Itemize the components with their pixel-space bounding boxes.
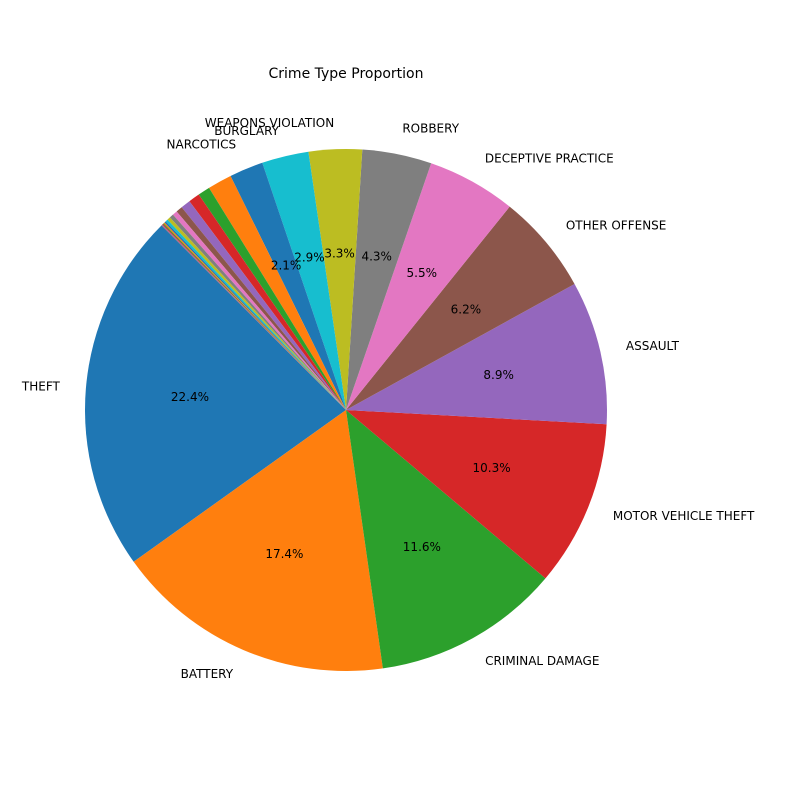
pie-slice-minor-12 [198,187,346,410]
slice-label-motor-vehicle-theft: MOTOR VEHICLE THEFT [613,509,755,523]
pie-slice-minor-21 [163,222,346,410]
pie-slice-minor-22 [162,223,346,410]
pie-slice-minor-13 [189,194,346,410]
percent-labels: 22.4% 17.4% 11.6% 10.3% 8.9% 6.2% 5.5% 4.3% 3.3%… [171,247,514,561]
pie-slice-other-offense [346,206,575,410]
pie-slice-deceptive-practice [346,163,510,410]
percent-label-narcotics: 2.1% [271,258,302,272]
percent-label-weapons-violation: 3.3% [324,247,355,261]
percent-label-robbery: 4.3% [361,249,392,263]
pie-slice-minor-16 [172,211,346,410]
pie-slice-minor-15 [176,207,346,410]
percent-label-deceptive-practice: 5.5% [407,266,438,280]
pie-slice-robbery [346,149,432,410]
pie-slice-narcotics [230,162,346,410]
pie-slices [85,149,607,671]
pie-slice-minor-19 [165,219,346,410]
percent-label-other-offense: 6.2% [451,302,482,316]
pie-slice-burglary [262,151,346,410]
slice-label-criminal-damage: CRIMINAL DAMAGE [485,654,599,668]
slice-label-robbery: ROBBERY [402,121,459,135]
pie-slice-theft [85,225,346,562]
slice-label-assault: ASSAULT [626,339,680,353]
slice-label-other-offense: OTHER OFFENSE [566,218,667,232]
pie-slice-criminal-damage [346,410,546,669]
slice-label-burglary: BURGLARY [214,124,279,138]
slice-label-narcotics: NARCOTICS [167,138,237,152]
slice-label-battery: BATTERY [181,667,234,681]
pie-slice-minor-18 [167,217,346,410]
pie-slice-weapons-violation [308,149,363,410]
percent-label-burglary: 2.9% [294,251,325,265]
pie-slice-minor-11 [209,175,346,410]
slice-label-weapons-violation: WEAPONS VIOLATION [205,116,334,130]
pie-slice-assault [346,283,607,425]
percent-label-theft: 22.4% [171,390,209,404]
pie-slice-minor-25 [161,225,346,410]
slice-labels: THEFT BATTERY CRIMINAL DAMAGE MOTOR VEHICLE… [21,116,755,681]
percent-label-motor-vehicle-theft: 10.3% [472,461,510,475]
percent-label-criminal-damage: 11.6% [403,540,441,554]
pie-slice-minor-14 [181,201,346,410]
slice-label-theft: THEFT [21,379,61,393]
pie-slice-minor-24 [161,224,346,410]
percent-label-battery: 17.4% [265,547,303,561]
pie-slice-motor-vehicle-theft [346,410,607,579]
chart-title: Crime Type Proportion [269,66,424,82]
pie-slice-minor-23 [162,224,346,410]
pie-slice-minor-17 [169,214,346,410]
pie-slice-minor-20 [164,221,346,410]
pie-slice-battery [133,410,383,671]
percent-label-assault: 8.9% [483,368,514,382]
slice-label-deceptive-practice: DECEPTIVE PRACTICE [485,152,614,166]
